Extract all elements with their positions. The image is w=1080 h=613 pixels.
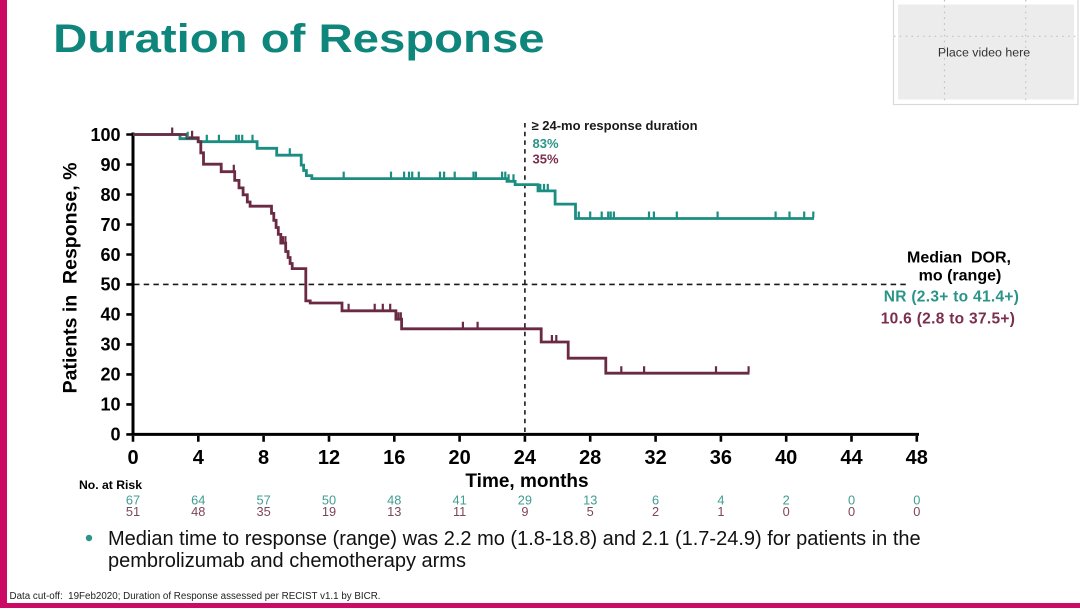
svg-text:5: 5 <box>587 504 594 519</box>
svg-text:36: 36 <box>710 447 732 469</box>
svg-text:40: 40 <box>775 447 797 469</box>
svg-text:20: 20 <box>100 365 120 385</box>
svg-text:41: 41 <box>452 493 466 508</box>
svg-text:0: 0 <box>913 504 920 519</box>
svg-text:51: 51 <box>126 504 140 519</box>
svg-text:2: 2 <box>652 504 659 519</box>
svg-text:0: 0 <box>127 447 138 469</box>
svg-text:10: 10 <box>100 395 120 415</box>
svg-text:1: 1 <box>717 504 724 519</box>
svg-text:28: 28 <box>579 447 601 469</box>
svg-text:2: 2 <box>783 493 790 508</box>
svg-text:NR (2.3+ to 41.4+): NR (2.3+ to 41.4+) <box>884 288 1019 305</box>
svg-text:No. at Risk: No. at Risk <box>79 478 142 492</box>
svg-text:35: 35 <box>256 504 270 519</box>
svg-text:0: 0 <box>848 504 855 519</box>
svg-text:64: 64 <box>191 493 205 508</box>
svg-text:44: 44 <box>840 447 863 469</box>
svg-text:Place video here: Place video here <box>938 46 1030 60</box>
svg-text:Duration of Response: Duration of Response <box>53 16 544 61</box>
svg-text:0: 0 <box>913 493 920 508</box>
svg-text:40: 40 <box>100 305 120 325</box>
svg-text:48: 48 <box>387 493 401 508</box>
svg-text:90: 90 <box>100 155 120 175</box>
svg-text:mo (range): mo (range) <box>919 268 1002 285</box>
svg-text:60: 60 <box>100 245 120 265</box>
svg-text:Data cut-off: 19Feb2020; Dura: Data cut-off: 19Feb2020; Duration of Res… <box>10 591 381 602</box>
svg-text:Median time to response (range: Median time to response (range) was 2.2 … <box>108 528 921 550</box>
svg-text:70: 70 <box>100 215 120 235</box>
svg-text:10.6 (2.8 to 37.5+): 10.6 (2.8 to 37.5+) <box>881 311 1016 328</box>
svg-text:16: 16 <box>383 447 405 469</box>
svg-text:48: 48 <box>906 447 928 469</box>
svg-text:4: 4 <box>717 493 724 508</box>
svg-text:13: 13 <box>583 493 597 508</box>
svg-text:48: 48 <box>191 504 205 519</box>
svg-text:29: 29 <box>518 493 532 508</box>
svg-text:pembrolizumab and chemotherapy: pembrolizumab and chemotherapy arms <box>108 550 466 572</box>
svg-text:30: 30 <box>100 335 120 355</box>
svg-text:≥ 24-mo response duration: ≥ 24-mo response duration <box>532 118 698 133</box>
svg-text:83%: 83% <box>533 136 559 151</box>
svg-text:0: 0 <box>783 504 790 519</box>
svg-text:67: 67 <box>126 493 140 508</box>
svg-text:24: 24 <box>514 447 537 469</box>
svg-text:11: 11 <box>453 504 466 519</box>
svg-text:4: 4 <box>193 447 205 469</box>
svg-text:57: 57 <box>256 493 270 508</box>
svg-text:12: 12 <box>318 447 340 469</box>
svg-text:Time, months: Time, months <box>465 471 588 492</box>
svg-text:13: 13 <box>387 504 401 519</box>
svg-text:8: 8 <box>258 447 269 469</box>
svg-text:Patients in Response, %: Patients in Response, % <box>60 163 82 394</box>
svg-text:9: 9 <box>521 504 528 519</box>
svg-text:Median DOR,: Median DOR, <box>907 249 1011 266</box>
svg-text:0: 0 <box>110 425 120 445</box>
svg-text:100: 100 <box>90 125 120 145</box>
svg-text:35%: 35% <box>533 152 559 167</box>
svg-text:20: 20 <box>448 447 470 469</box>
svg-text:80: 80 <box>100 185 120 205</box>
svg-text:50: 50 <box>322 493 336 508</box>
svg-text:50: 50 <box>100 275 120 295</box>
svg-text:0: 0 <box>848 493 855 508</box>
svg-text:19: 19 <box>322 504 336 519</box>
svg-text:32: 32 <box>644 447 666 469</box>
svg-text:6: 6 <box>652 493 659 508</box>
